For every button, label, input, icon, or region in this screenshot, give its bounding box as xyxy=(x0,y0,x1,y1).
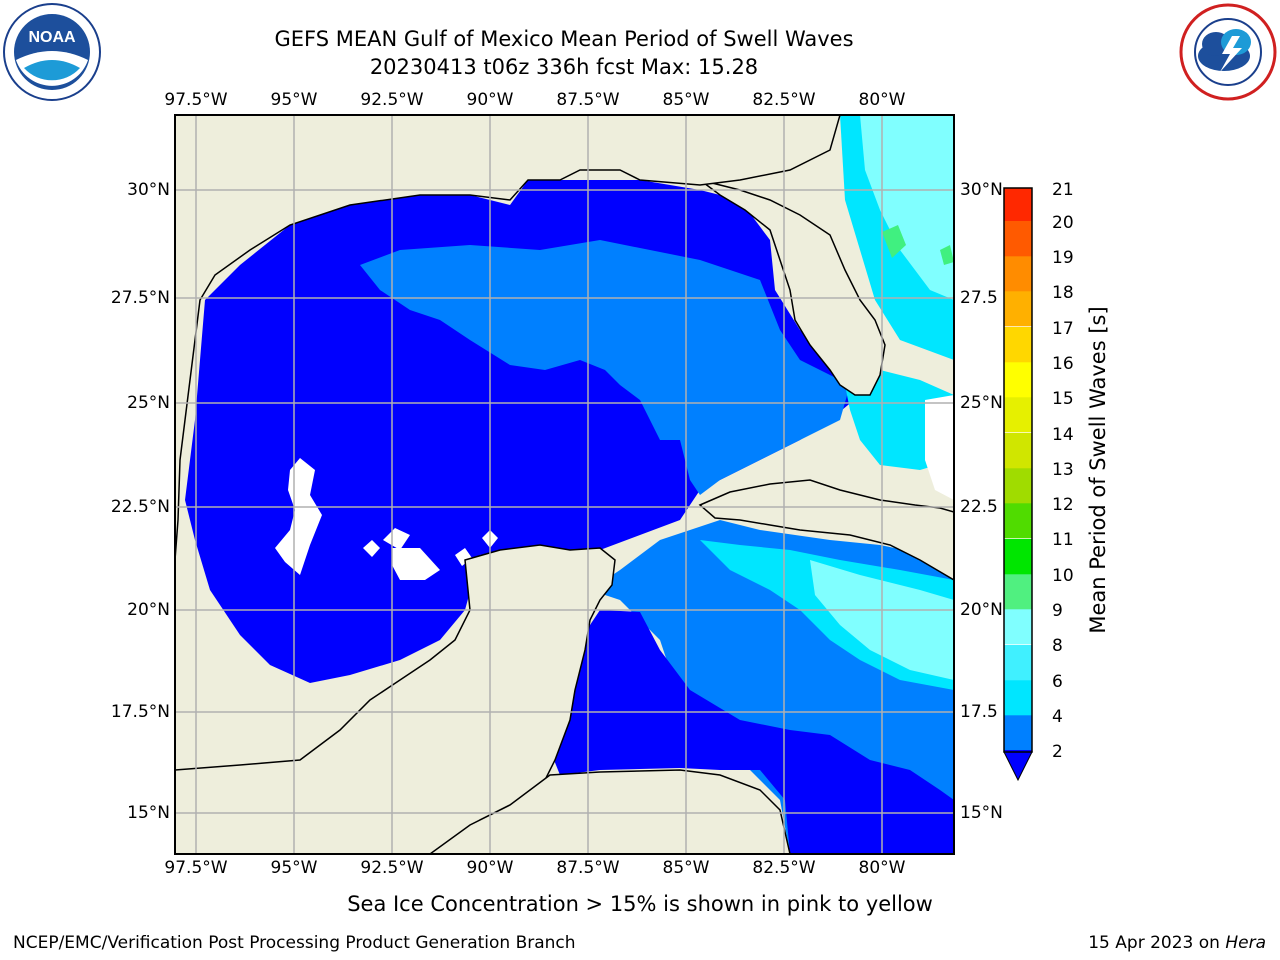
lon-tick-bottom: 90°W xyxy=(466,858,514,878)
noaa-logo: NOAA xyxy=(3,3,101,101)
colorbar-swatch xyxy=(1004,256,1032,292)
graticule xyxy=(175,115,954,854)
missing-data-patch xyxy=(925,395,954,500)
colorbar-swatch xyxy=(1004,468,1032,504)
colorbar-tick: 12 xyxy=(1052,495,1074,515)
colorbar-title: Mean Period of Swell Waves [s] xyxy=(1086,306,1110,634)
colorbar-swatch xyxy=(1004,680,1032,716)
chart-subtitle: 20230413 t06z 336h fcst Max: 15.28 xyxy=(369,55,759,79)
lat-tick-right: 27.5 xyxy=(960,288,998,308)
lon-tick-bottom: 87.5°W xyxy=(556,858,620,878)
lon-tick-bottom: 95°W xyxy=(270,858,318,878)
colorbar-swatch xyxy=(1004,433,1032,469)
lat-tick-right: 25°N xyxy=(960,393,1003,413)
us-gulf-coast-land xyxy=(175,115,841,561)
credit-text: NCEP/EMC/Verification Post Processing Pr… xyxy=(13,933,576,953)
colorbar-swatch xyxy=(1004,291,1032,327)
colorbar-swatch xyxy=(1004,503,1032,539)
lon-tick-bottom: 97.5°W xyxy=(164,858,228,878)
lon-tick-top: 90°W xyxy=(466,90,514,110)
lat-tick-left: 25°N xyxy=(127,393,170,413)
swell-band-9-10 xyxy=(940,245,954,265)
colorbar-frame xyxy=(1003,187,1033,753)
colorbar xyxy=(1003,187,1033,782)
colorbar-tick: 15 xyxy=(1052,389,1074,409)
lat-tick-left: 30°N xyxy=(127,180,170,200)
colorbar-extend-arrow xyxy=(1003,751,1033,782)
colorbar-tick: 13 xyxy=(1052,460,1074,480)
central-america-land xyxy=(428,769,791,854)
colorbar-swatch xyxy=(1004,397,1032,433)
nws-logo xyxy=(1179,3,1277,101)
lon-tick-bottom: 85°W xyxy=(662,858,710,878)
colorbar-swatch xyxy=(1004,609,1032,645)
colorbar-tick: 6 xyxy=(1052,672,1063,692)
map-frame xyxy=(174,114,955,855)
date-host: Hera xyxy=(1225,933,1266,953)
lon-tick-top: 80°W xyxy=(858,90,906,110)
colorbar-tick: 20 xyxy=(1052,213,1074,233)
lat-tick-right: 20°N xyxy=(960,600,1003,620)
colorbar-swatch xyxy=(1004,645,1032,681)
cuba-land xyxy=(698,479,954,581)
missing-data-patch xyxy=(383,528,410,550)
colorbar-tick: 4 xyxy=(1052,707,1063,727)
colorbar-tick: 11 xyxy=(1052,530,1074,550)
chart-title: GEFS MEAN Gulf of Mexico Mean Period of … xyxy=(274,27,854,51)
missing-data-patch xyxy=(275,458,322,575)
lon-tick-bottom: 80°W xyxy=(858,858,906,878)
missing-data-patch xyxy=(392,548,440,580)
colorbar-swatch xyxy=(1004,221,1032,257)
lat-tick-right: 22.5 xyxy=(960,497,998,517)
colorbar-tick: 8 xyxy=(1052,636,1063,656)
colorbar-tick: 14 xyxy=(1052,425,1074,445)
colorbar-tick: 9 xyxy=(1052,601,1063,621)
colorbar-swatch xyxy=(1004,539,1032,575)
colorbar-swatch xyxy=(1004,327,1032,363)
colorbar-tick: 2 xyxy=(1052,742,1063,762)
colorbar-tick: 17 xyxy=(1052,319,1074,339)
colorbar-tick: 10 xyxy=(1052,566,1074,586)
colorbar-tick: 18 xyxy=(1052,283,1074,303)
lat-tick-left: 20°N xyxy=(127,600,170,620)
lon-tick-top: 87.5°W xyxy=(556,90,620,110)
colorbar-tick: 19 xyxy=(1052,248,1074,268)
lat-tick-right: 30°N xyxy=(960,180,1003,200)
lon-tick-top: 82.5°W xyxy=(752,90,816,110)
missing-data-patch xyxy=(363,540,380,557)
colorbar-swatch xyxy=(1004,188,1032,221)
lon-tick-top: 97.5°W xyxy=(164,90,228,110)
date-prefix: 15 Apr 2023 on xyxy=(1088,933,1226,953)
lon-tick-top: 92.5°W xyxy=(360,90,424,110)
colorbar-tick: 21 xyxy=(1052,180,1074,200)
lat-tick-left: 27.5°N xyxy=(110,288,170,308)
swell-band-2-4 xyxy=(360,240,850,495)
noaa-logo-text: NOAA xyxy=(28,29,76,46)
florida-land xyxy=(699,179,886,396)
colorbar-swatch xyxy=(1004,574,1032,610)
lat-tick-left: 22.5°N xyxy=(110,497,170,517)
lat-tick-left: 15°N xyxy=(127,803,170,823)
swell-band-0-2 xyxy=(550,610,954,854)
lon-tick-bottom: 82.5°W xyxy=(752,858,816,878)
date-text: 15 Apr 2023 on Hera xyxy=(1088,933,1266,953)
lat-tick-left: 17.5°N xyxy=(110,702,170,722)
swell-band-8-9 xyxy=(860,115,954,300)
missing-data-patch xyxy=(455,548,472,566)
colorbar-swatch xyxy=(1004,362,1032,398)
colorbar-tick: 16 xyxy=(1052,354,1074,374)
lon-tick-bottom: 92.5°W xyxy=(360,858,424,878)
swell-band-9-10 xyxy=(882,225,906,258)
lat-tick-right: 15°N xyxy=(960,803,1003,823)
lon-tick-top: 95°W xyxy=(270,90,318,110)
colorbar-under xyxy=(1004,750,1032,752)
lat-tick-right: 17.5 xyxy=(960,702,998,722)
sea-ice-note: Sea Ice Concentration > 15% is shown in … xyxy=(347,892,933,916)
lon-tick-top: 85°W xyxy=(662,90,710,110)
colorbar-swatch xyxy=(1004,715,1032,751)
